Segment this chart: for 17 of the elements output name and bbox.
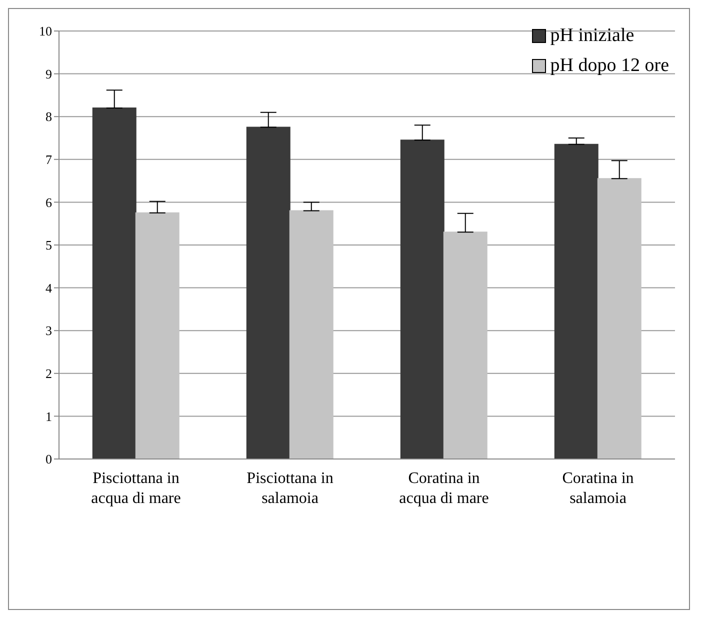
- x-tick-label: Pisciottana in salamoia: [246, 470, 334, 507]
- legend-label: pH dopo 12 ore: [550, 55, 669, 77]
- y-tick-label: 8: [46, 109, 52, 124]
- y-tick-label: 5: [46, 238, 52, 253]
- y-tick-label: 3: [46, 323, 52, 338]
- y-tick-label: 2: [46, 366, 52, 382]
- y-tick-label: 9: [46, 66, 52, 82]
- x-tick-label: Pisciottana in acqua di mare: [91, 470, 181, 507]
- legend-label: pH iniziale: [550, 25, 634, 47]
- y-tick-label: 6: [46, 194, 52, 210]
- y-tick-label: 1: [46, 408, 52, 424]
- x-tick-label: Coratina in salamoia: [562, 470, 634, 507]
- y-tick-label: 10: [39, 24, 52, 39]
- x-tick-label: Coratina in acqua di mare: [399, 470, 489, 507]
- y-tick-label: 7: [46, 152, 52, 168]
- y-tick-label: 0: [46, 452, 52, 467]
- y-tick-label: 4: [46, 280, 52, 296]
